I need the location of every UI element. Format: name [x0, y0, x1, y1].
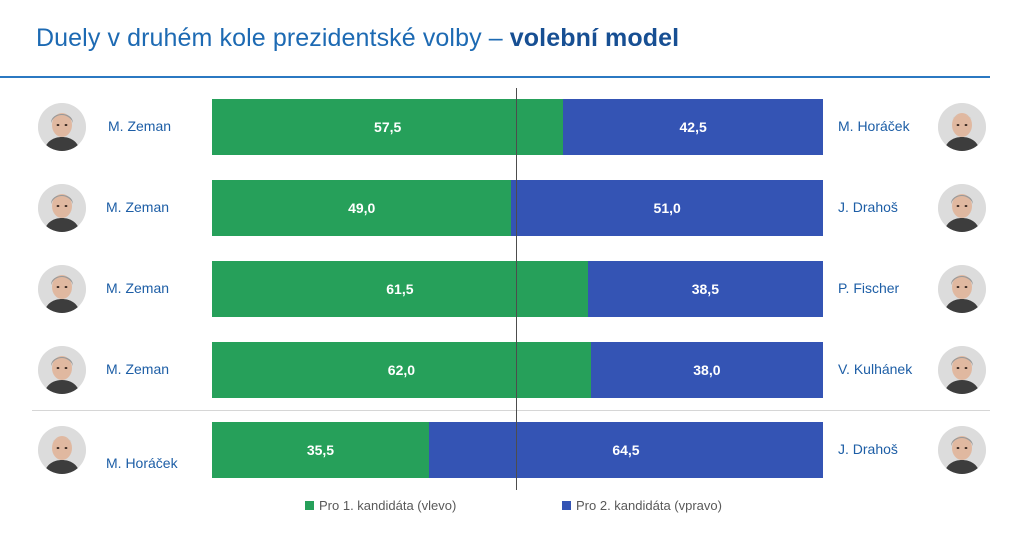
chart-title-prefix: Duely v druhém kole prezidentské volby – [36, 24, 510, 52]
left-candidate-name: M. Zeman [106, 199, 170, 215]
left-candidate-name: M. Zeman [106, 280, 170, 296]
bar-value-label-left: 61,5 [386, 281, 414, 297]
avatar-left-candidate-photo [38, 103, 86, 151]
bar-segment-right: 38,5 [587, 261, 823, 317]
bar-segment-left: 57,5 [212, 99, 564, 155]
fifty-percent-line [516, 88, 517, 490]
avatar-right-candidate-photo [938, 184, 986, 232]
bar-segment-left: 35,5 [212, 422, 429, 478]
bar-segment-right: 42,5 [563, 99, 823, 155]
right-candidate-name: J. Drahoš [838, 199, 898, 215]
legend-label-right: Pro 2. kandidáta (vpravo) [576, 498, 722, 513]
avatar-right-candidate-photo [938, 103, 986, 151]
bar-segment-right: 64,5 [428, 422, 823, 478]
right-candidate-name: P. Fischer [838, 280, 900, 296]
avatar-left-candidate-photo [38, 184, 86, 232]
bar-segment-left: 49,0 [212, 180, 512, 236]
bar-value-label-left: 49,0 [348, 200, 376, 216]
avatar-right-candidate-photo [938, 346, 986, 394]
bar-value-label-left: 57,5 [374, 119, 402, 135]
right-candidate-name: M. Horáček [838, 118, 910, 134]
legend-swatch-green [305, 501, 314, 510]
left-candidate-name: M. Zeman [108, 118, 172, 134]
chart-row: M. Zeman 61,5 38,5 P. Fischer [0, 261, 1024, 317]
stacked-bar: 35,5 64,5 [212, 422, 823, 478]
stacked-bar: 61,5 38,5 [212, 261, 823, 317]
chart-row: M. Zeman 49,0 51,0 J. Drahoš [0, 180, 1024, 236]
chart-row: M. Zeman 62,0 38,0 V. Kulhánek [0, 342, 1024, 398]
chart-title-bold: volební model [509, 24, 680, 52]
row-separator [32, 410, 990, 411]
avatar-right-candidate-photo [938, 426, 986, 474]
left-candidate-name: M. Zeman [106, 361, 170, 377]
bar-segment-right: 51,0 [511, 180, 823, 236]
legend-label-left: Pro 1. kandidáta (vlevo) [319, 498, 457, 513]
stacked-bar: 62,0 38,0 [212, 342, 823, 398]
bar-value-label-left: 62,0 [387, 362, 416, 378]
avatar-left-candidate-photo [38, 426, 86, 474]
stacked-bar: 49,0 51,0 [212, 180, 823, 236]
chart-row: M. Zeman 57,5 42,5 M. Horáček [0, 99, 1024, 155]
bar-value-label-right: 38,5 [691, 281, 719, 297]
bar-value-label-right: 64,5 [612, 442, 640, 458]
bar-value-label-left: 35,5 [306, 442, 335, 458]
title-divider [0, 76, 990, 78]
stacked-bar: 57,5 42,5 [212, 99, 823, 155]
bar-segment-left: 61,5 [212, 261, 588, 317]
bar-segment-right: 38,0 [590, 342, 823, 398]
bar-value-label-right: 42,5 [679, 119, 707, 135]
right-candidate-name: V. Kulhánek [838, 361, 913, 377]
left-candidate-name: M. Horáček [106, 455, 178, 471]
bar-value-label-right: 51,0 [653, 200, 681, 216]
bar-value-label-right: 38,0 [693, 362, 721, 378]
avatar-left-candidate-photo [38, 346, 86, 394]
bar-segment-left: 62,0 [212, 342, 591, 398]
legend-item-right: Pro 2. kandidáta (vpravo) [562, 498, 722, 513]
chart-row: M. Horáček 35,5 64,5 J. Drahoš [0, 422, 1024, 478]
legend-item-left: Pro 1. kandidáta (vlevo) [305, 498, 456, 513]
avatar-right-candidate-photo [938, 265, 986, 313]
legend-swatch-blue [562, 501, 571, 510]
avatar-left-candidate-photo [38, 265, 86, 313]
right-candidate-name: J. Drahoš [838, 441, 898, 457]
chart-title: Duely v druhém kole prezidentské volby –… [36, 24, 679, 53]
